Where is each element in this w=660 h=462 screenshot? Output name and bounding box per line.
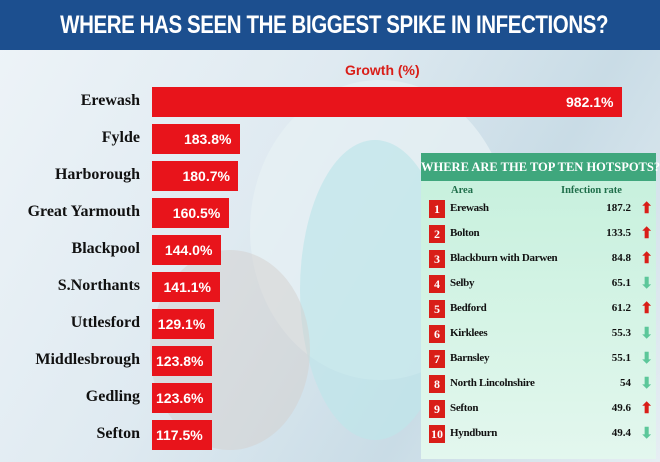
area-name: Selby: [450, 277, 475, 289]
area-name: Bolton: [450, 227, 480, 239]
column-header-area: Area: [451, 185, 473, 196]
arrow-down-icon: ⬇: [640, 326, 653, 342]
data-label: 129.1%: [157, 316, 206, 332]
table-row: 2 Bolton 133.5 ⬆: [429, 224, 655, 246]
rank-badge: 9: [429, 400, 445, 418]
rank-badge: 5: [429, 300, 445, 318]
area-name: Blackburn with Darwen: [450, 252, 558, 264]
arrow-down-icon: ⬇: [640, 426, 653, 442]
data-label: 144.0%: [164, 242, 213, 258]
infection-rate: 49.6: [611, 402, 631, 414]
bar: [152, 346, 212, 376]
category-label: Gedling: [85, 388, 140, 405]
category-label: Uttlesford: [70, 314, 140, 331]
bar: [152, 198, 229, 228]
title-bar: WHERE HAS SEEN THE BIGGEST SPIKE IN INFE…: [0, 0, 660, 50]
column-header-rate: Infection rate: [561, 185, 622, 196]
data-label: 123.8%: [156, 353, 204, 369]
category-label: Middlesbrough: [35, 351, 140, 368]
area-name: Barnsley: [450, 352, 490, 364]
table-row: 7 Barnsley 55.1 ⬇: [429, 349, 655, 371]
category-label: Great Yarmouth: [27, 203, 140, 220]
table-row: 3 Blackburn with Darwen 84.8 ⬆: [429, 249, 655, 271]
bar: [152, 235, 221, 265]
data-label: 141.1%: [163, 279, 211, 295]
category-label: S.Northants: [57, 277, 140, 294]
table-row: 8 North Lincolnshire 54 ⬇: [429, 374, 655, 396]
infection-rate: 54: [620, 377, 631, 389]
table-row: 1 Erewash 187.2 ⬆: [429, 199, 655, 221]
area-name: Sefton: [450, 402, 479, 414]
category-label: Sefton: [96, 425, 140, 442]
infection-rate: 133.5: [606, 227, 631, 239]
arrow-up-icon: ⬆: [640, 401, 653, 417]
arrow-up-icon: ⬆: [640, 251, 653, 267]
infection-rate: 49.4: [611, 427, 631, 439]
rank-badge: 7: [429, 350, 445, 368]
area-name: Bedford: [450, 302, 487, 314]
category-label: Harborough: [54, 166, 140, 183]
infection-rate: 61.2: [611, 302, 631, 314]
bar: [152, 161, 239, 191]
table-row: 4 Selby 65.1 ⬇: [429, 274, 655, 296]
data-label: 117.5%: [156, 427, 203, 443]
rank-badge: 1: [429, 200, 445, 218]
category-label: Erewash: [80, 92, 140, 109]
infection-rate: 84.8: [611, 252, 631, 264]
infection-rate: 55.1: [611, 352, 631, 364]
area-name: Erewash: [450, 202, 489, 214]
bar: [152, 309, 214, 339]
hotspots-title: WHERE ARE THE TOP TEN HOTSPOTS?: [421, 153, 660, 181]
chart-title: Growth (%): [345, 62, 420, 78]
table-row: 6 Kirklees 55.3 ⬇: [429, 324, 655, 346]
bar: [152, 87, 622, 117]
rank-badge: 6: [429, 325, 445, 343]
infection-rate: 55.3: [611, 327, 631, 339]
arrow-up-icon: ⬆: [640, 201, 653, 217]
hotspots-table: WHERE ARE THE TOP TEN HOTSPOTS? Area Inf…: [421, 153, 660, 459]
area-name: Kirklees: [450, 327, 488, 339]
rank-badge: 8: [429, 375, 445, 393]
rank-badge: 2: [429, 225, 445, 243]
table-row: 10 Hyndburn 49.4 ⬇: [429, 424, 655, 446]
data-label: 180.7%: [182, 168, 230, 184]
category-label: Blackpool: [71, 240, 140, 257]
arrow-down-icon: ⬇: [640, 276, 653, 292]
infection-rate: 65.1: [611, 277, 631, 289]
category-label: Fylde: [101, 129, 140, 146]
arrow-up-icon: ⬆: [640, 226, 653, 242]
data-label: 982.1%: [566, 94, 614, 110]
arrow-up-icon: ⬆: [640, 301, 653, 317]
table-row: 9 Sefton 49.6 ⬆: [429, 399, 655, 421]
data-label: 123.6%: [156, 390, 204, 406]
bar: [152, 272, 220, 302]
infection-rate: 187.2: [606, 202, 631, 214]
bar: [152, 124, 240, 154]
data-label: 183.8%: [183, 131, 232, 147]
bar: [152, 420, 212, 450]
rank-badge: 4: [429, 275, 445, 293]
rank-badge: 10: [429, 425, 445, 443]
arrow-down-icon: ⬇: [640, 351, 653, 367]
arrow-down-icon: ⬇: [640, 376, 653, 392]
area-name: Hyndburn: [450, 427, 498, 439]
rank-badge: 3: [429, 250, 445, 268]
area-name: North Lincolnshire: [450, 377, 535, 389]
bar: [152, 383, 212, 413]
table-row: 5 Bedford 61.2 ⬆: [429, 299, 655, 321]
data-label: 160.5%: [172, 205, 221, 221]
page-title: WHERE HAS SEEN THE BIGGEST SPIKE IN INFE…: [60, 11, 609, 39]
